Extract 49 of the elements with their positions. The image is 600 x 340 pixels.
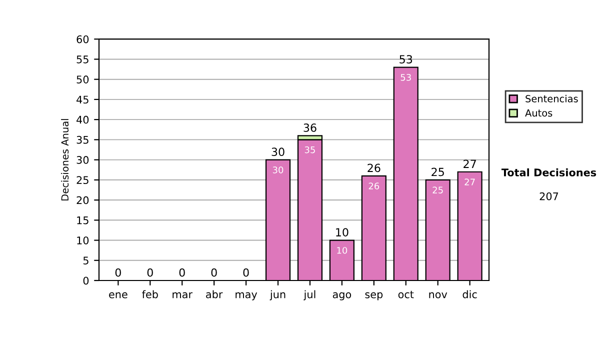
- data-label: 30: [272, 166, 284, 174]
- x-tick-label: sep: [365, 292, 383, 300]
- x-tick-label: nov: [429, 292, 448, 298]
- y-tick-label: 10: [77, 236, 89, 244]
- total-label: 27: [464, 160, 476, 168]
- total-label: 30: [272, 148, 284, 156]
- y-tick-label: 20: [76, 196, 89, 204]
- y-tick-label: 0: [83, 276, 89, 285]
- total-label: 36: [304, 123, 316, 132]
- total-label: 26: [368, 164, 380, 172]
- total-label: 25: [432, 168, 444, 176]
- x-tick-label: dic: [462, 290, 477, 298]
- legend-label: Sentencias: [526, 94, 578, 102]
- x-tick-label: feb: [142, 290, 158, 298]
- y-tick-label: 50: [76, 76, 89, 84]
- x-tick-label: jul: [304, 290, 316, 300]
- data-label: 27: [464, 178, 475, 186]
- y-tick-label: 55: [76, 56, 88, 64]
- data-label: 53: [400, 74, 411, 81]
- text: 207: [540, 192, 558, 200]
- y-tick-label: 60: [76, 35, 89, 44]
- total-label: 0: [179, 268, 185, 277]
- data-label: 10: [337, 246, 348, 254]
- x-tick-label: abr: [206, 290, 223, 298]
- y-tick-label: 15: [77, 216, 88, 224]
- x-tick-label: ene: [109, 292, 128, 298]
- y-tick-label: 30: [76, 156, 89, 164]
- y-tick-label: 25: [76, 176, 88, 184]
- total-label: 10: [336, 228, 348, 237]
- text: Total Decisiones: [501, 168, 596, 176]
- x-tick-label: may: [236, 292, 258, 300]
- y-axis-title: Decisiones Anual: [61, 119, 69, 200]
- x-tick-label: oct: [398, 290, 414, 298]
- data-label: 26: [368, 182, 380, 190]
- total-label: 0: [243, 268, 249, 277]
- x-tick-label: ago: [332, 292, 352, 300]
- y-tick-label: 35: [76, 136, 88, 144]
- data-label: 35: [304, 146, 315, 154]
- x-tick-label: jun: [270, 290, 286, 300]
- total-label: 53: [400, 55, 412, 64]
- total-label: 0: [147, 268, 153, 277]
- y-tick-label: 45: [76, 96, 88, 104]
- total-label: 0: [211, 268, 217, 277]
- total-label: 0: [115, 268, 121, 277]
- legend-label: Autos: [525, 109, 552, 117]
- data-label: 25: [432, 186, 443, 194]
- x-tick-label: mar: [172, 292, 193, 298]
- y-tick-label: 5: [83, 256, 88, 264]
- y-tick-label: 40: [76, 116, 89, 124]
